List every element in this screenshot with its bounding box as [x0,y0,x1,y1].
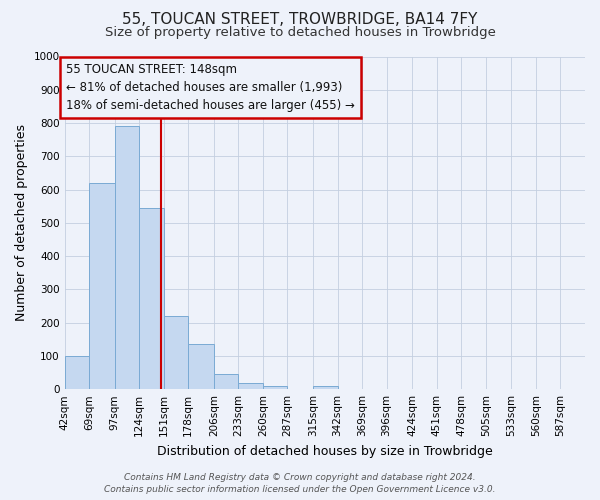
X-axis label: Distribution of detached houses by size in Trowbridge: Distribution of detached houses by size … [157,444,493,458]
Bar [263,386,287,389]
Bar [188,344,214,389]
Text: 55, TOUCAN STREET, TROWBRIDGE, BA14 7FY: 55, TOUCAN STREET, TROWBRIDGE, BA14 7FY [122,12,478,28]
Text: Contains HM Land Registry data © Crown copyright and database right 2024.
Contai: Contains HM Land Registry data © Crown c… [104,472,496,494]
Bar [164,316,188,389]
Bar [65,356,89,389]
Text: Size of property relative to detached houses in Trowbridge: Size of property relative to detached ho… [104,26,496,39]
Bar [313,386,338,389]
Y-axis label: Number of detached properties: Number of detached properties [15,124,28,322]
Bar [214,374,238,389]
Bar [115,126,139,389]
Text: 55 TOUCAN STREET: 148sqm
← 81% of detached houses are smaller (1,993)
18% of sem: 55 TOUCAN STREET: 148sqm ← 81% of detach… [67,63,355,112]
Bar [238,383,263,389]
Bar [139,208,164,389]
Bar [89,183,115,389]
